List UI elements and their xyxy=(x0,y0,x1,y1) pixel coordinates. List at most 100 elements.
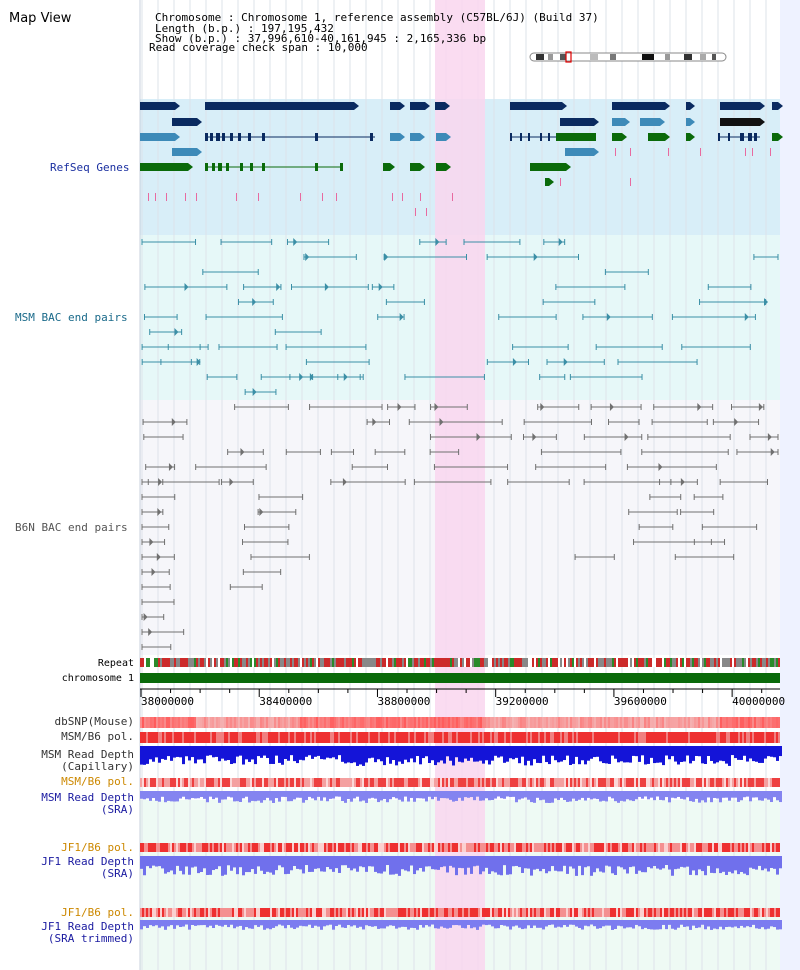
b6n-bac-pair[interactable] xyxy=(628,509,678,515)
msm-bac-pair[interactable] xyxy=(707,284,752,290)
msm-bac-pair[interactable] xyxy=(486,253,579,261)
gene-feature[interactable] xyxy=(435,102,450,110)
gene-feature[interactable] xyxy=(383,163,395,171)
b6n-bac-pair[interactable] xyxy=(141,538,166,546)
b6n-bac-pair[interactable] xyxy=(141,568,170,576)
b6n-bac-pair[interactable] xyxy=(749,433,779,441)
msm-bac-pair[interactable] xyxy=(671,313,756,321)
b6n-bac-pair[interactable] xyxy=(242,569,282,575)
gene-feature[interactable] xyxy=(686,133,695,141)
b6n-bac-pair[interactable] xyxy=(701,524,758,530)
msm-bac-pair[interactable] xyxy=(244,388,277,396)
msm-bac-pair[interactable] xyxy=(486,358,530,366)
msm-depth-capillary-track[interactable] xyxy=(140,746,782,766)
b6n-bac-pair[interactable] xyxy=(330,449,355,455)
msm-bac-pair[interactable] xyxy=(160,359,192,365)
gene-feature[interactable] xyxy=(720,102,765,110)
msm-bac-pair[interactable] xyxy=(604,269,649,275)
b6n-bac-pair[interactable] xyxy=(507,479,570,485)
chromosome-bar[interactable] xyxy=(140,673,780,683)
msm-bac-pair[interactable] xyxy=(543,238,566,246)
gene-feature[interactable] xyxy=(772,102,783,110)
msm-bac-pair[interactable] xyxy=(305,359,370,365)
gene-feature[interactable] xyxy=(436,163,451,171)
b6n-bac-pair[interactable] xyxy=(693,494,724,500)
msm-bac-pair[interactable] xyxy=(546,358,605,366)
gene-feature[interactable] xyxy=(510,133,596,141)
b6n-bac-pair[interactable] xyxy=(374,449,406,455)
gene-feature[interactable] xyxy=(718,133,760,141)
b6n-bac-pair[interactable] xyxy=(590,403,642,411)
msm-bac-pair[interactable] xyxy=(699,298,769,306)
b6n-bac-pair[interactable] xyxy=(141,599,175,605)
b6n-bac-pair[interactable] xyxy=(647,434,731,440)
b6n-bac-pair[interactable] xyxy=(433,464,509,470)
b6n-bac-pair[interactable] xyxy=(651,419,708,425)
msm-bac-pair[interactable] xyxy=(285,344,367,350)
dbsnp-heat-track[interactable] xyxy=(140,717,780,728)
gene-feature[interactable] xyxy=(612,102,670,110)
gene-feature[interactable] xyxy=(205,163,343,171)
msm-bac-pair[interactable] xyxy=(595,344,663,350)
gene-feature[interactable] xyxy=(648,133,670,141)
msm-bac-pair[interactable] xyxy=(144,283,228,291)
msm-bac-pair[interactable] xyxy=(371,283,395,291)
msm-bac-pair[interactable] xyxy=(463,239,521,245)
gene-feature[interactable] xyxy=(390,133,405,141)
msm-bac-pair[interactable] xyxy=(220,239,273,245)
msm-bac-pair[interactable] xyxy=(149,328,183,336)
msm-b6-pol-2-heat-track[interactable] xyxy=(140,778,780,787)
b6n-bac-pair[interactable] xyxy=(430,433,512,441)
msm-bac-pair[interactable] xyxy=(753,254,779,260)
b6n-bac-pair[interactable] xyxy=(234,404,289,410)
b6n-bac-pair[interactable] xyxy=(583,433,643,441)
msm-bac-pair[interactable] xyxy=(512,344,569,350)
gene-feature[interactable] xyxy=(640,118,665,126)
gene-feature[interactable] xyxy=(410,163,425,171)
jf1-depth-sra-track[interactable] xyxy=(140,856,782,876)
gene-feature[interactable] xyxy=(565,148,599,156)
msm-bac-pair[interactable] xyxy=(555,284,626,290)
b6n-bac-pair[interactable] xyxy=(638,524,674,530)
gene-feature[interactable] xyxy=(612,133,627,141)
b6n-bac-pair[interactable] xyxy=(736,448,779,456)
msm-bac-pair[interactable] xyxy=(419,238,447,246)
b6n-bac-pair[interactable] xyxy=(649,494,682,500)
b6n-bac-pair[interactable] xyxy=(413,479,492,485)
gene-feature[interactable] xyxy=(390,102,405,110)
gene-feature[interactable] xyxy=(720,118,765,126)
msm-bac-pair[interactable] xyxy=(143,314,178,320)
msm-bac-pair[interactable] xyxy=(569,374,643,380)
msm-bac-pair[interactable] xyxy=(404,374,485,380)
b6n-bac-pair[interactable] xyxy=(141,524,170,530)
msm-bac-pair[interactable] xyxy=(303,253,357,261)
gene-feature[interactable] xyxy=(140,133,180,141)
b6n-bac-pair[interactable] xyxy=(227,448,264,456)
gene-feature[interactable] xyxy=(545,178,554,186)
chromosome-ideogram[interactable] xyxy=(529,51,727,63)
msm-bac-pair[interactable] xyxy=(205,314,283,320)
gene-feature[interactable] xyxy=(436,133,451,141)
b6n-bac-pair[interactable] xyxy=(195,464,267,470)
gene-feature[interactable] xyxy=(686,102,695,110)
b6n-bac-pair[interactable] xyxy=(535,464,607,470)
msm-bac-pair[interactable] xyxy=(617,359,698,365)
b6n-bac-pair[interactable] xyxy=(659,478,698,486)
gene-feature[interactable] xyxy=(510,102,567,110)
msm-bac-pair[interactable] xyxy=(385,299,425,305)
b6n-bac-pair[interactable] xyxy=(641,449,729,455)
b6n-bac-pair[interactable] xyxy=(674,554,735,560)
gene-feature[interactable] xyxy=(772,133,783,141)
b6n-bac-pair[interactable] xyxy=(537,403,580,411)
gene-feature[interactable] xyxy=(530,163,571,171)
gene-feature[interactable] xyxy=(140,163,193,171)
b6n-bac-pair[interactable] xyxy=(680,509,715,515)
b6n-bac-pair[interactable] xyxy=(351,464,389,470)
b6n-bac-pair[interactable] xyxy=(523,419,593,425)
b6n-bac-pair[interactable] xyxy=(141,508,164,516)
gene-feature[interactable] xyxy=(686,118,695,126)
b6n-bac-pair[interactable] xyxy=(408,418,503,426)
msm-bac-pair[interactable] xyxy=(167,344,209,350)
b6n-bac-pair[interactable] xyxy=(141,494,176,500)
selection-highlight[interactable] xyxy=(435,0,485,970)
